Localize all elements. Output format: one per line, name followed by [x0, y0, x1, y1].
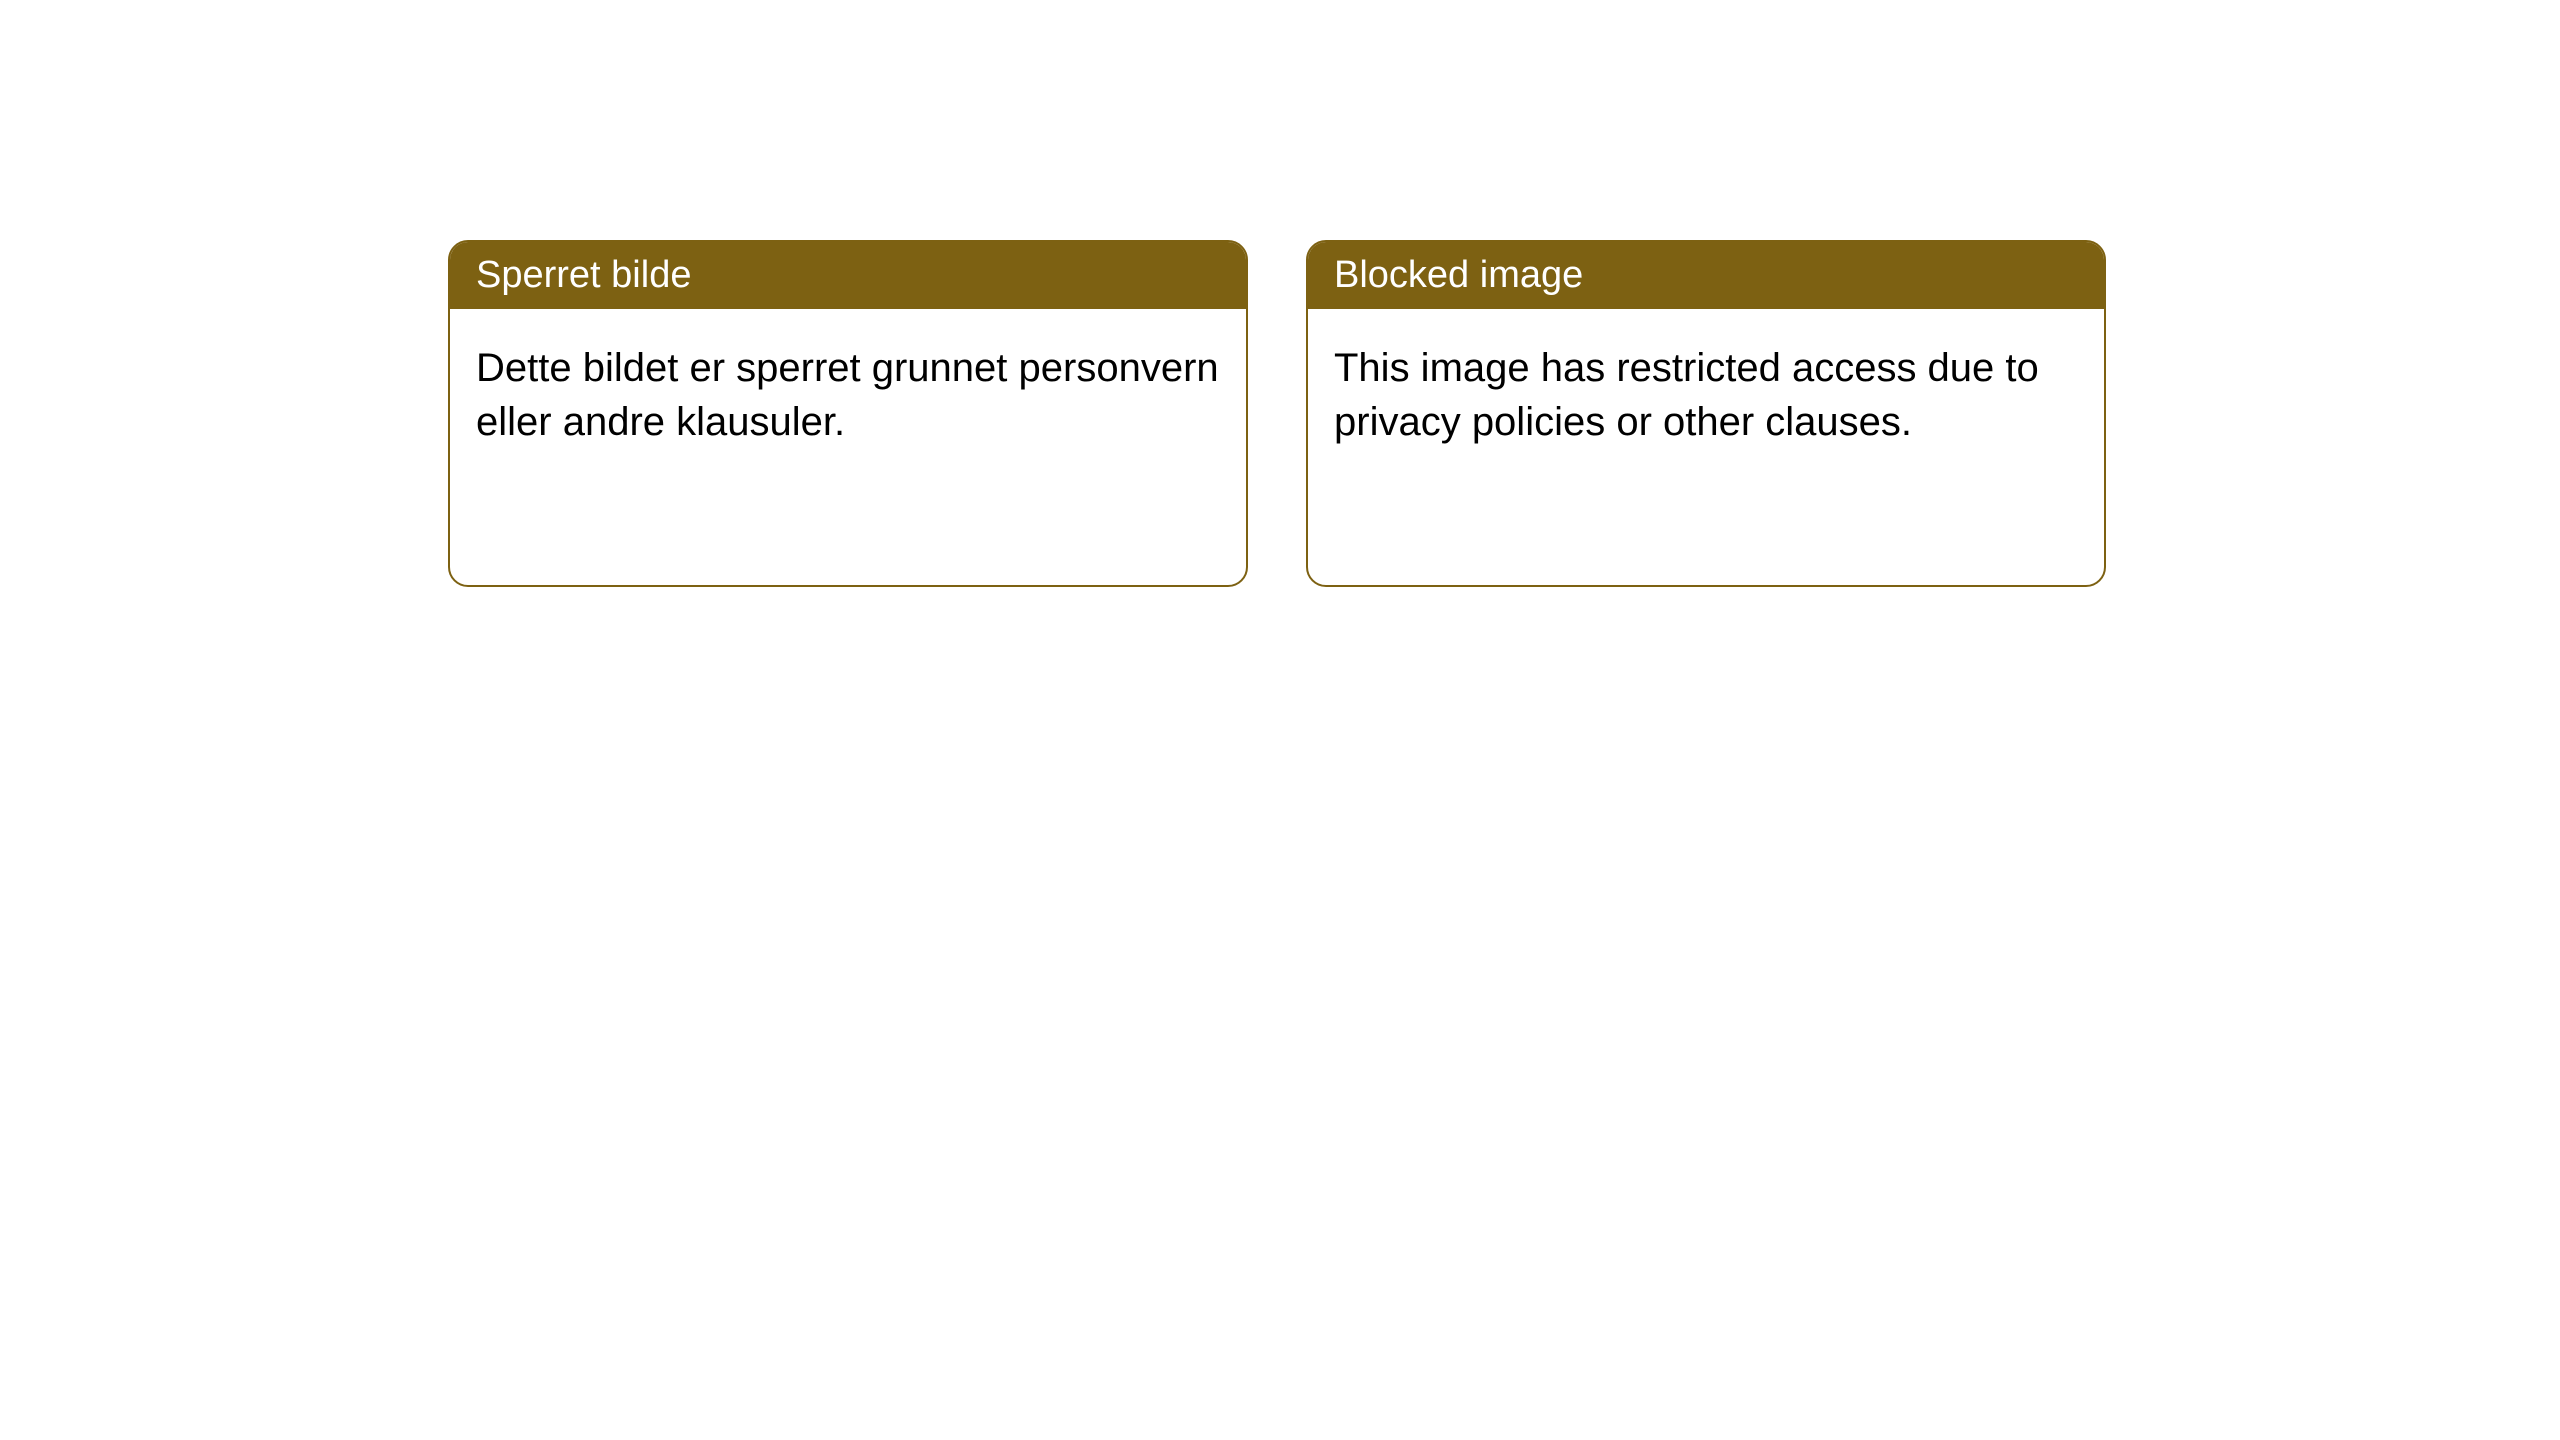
card-body: Dette bildet er sperret grunnet personve… [450, 309, 1246, 585]
card-title: Blocked image [1334, 254, 1583, 296]
card-body-text: This image has restricted access due to … [1334, 346, 2039, 444]
card-header: Sperret bilde [450, 242, 1246, 309]
notice-card-english: Blocked image This image has restricted … [1306, 240, 2106, 587]
card-header: Blocked image [1308, 242, 2104, 309]
card-body-text: Dette bildet er sperret grunnet personve… [476, 346, 1219, 444]
card-body: This image has restricted access due to … [1308, 309, 2104, 585]
notice-cards-container: Sperret bilde Dette bildet er sperret gr… [448, 240, 2106, 587]
notice-card-norwegian: Sperret bilde Dette bildet er sperret gr… [448, 240, 1248, 587]
card-title: Sperret bilde [476, 254, 691, 296]
